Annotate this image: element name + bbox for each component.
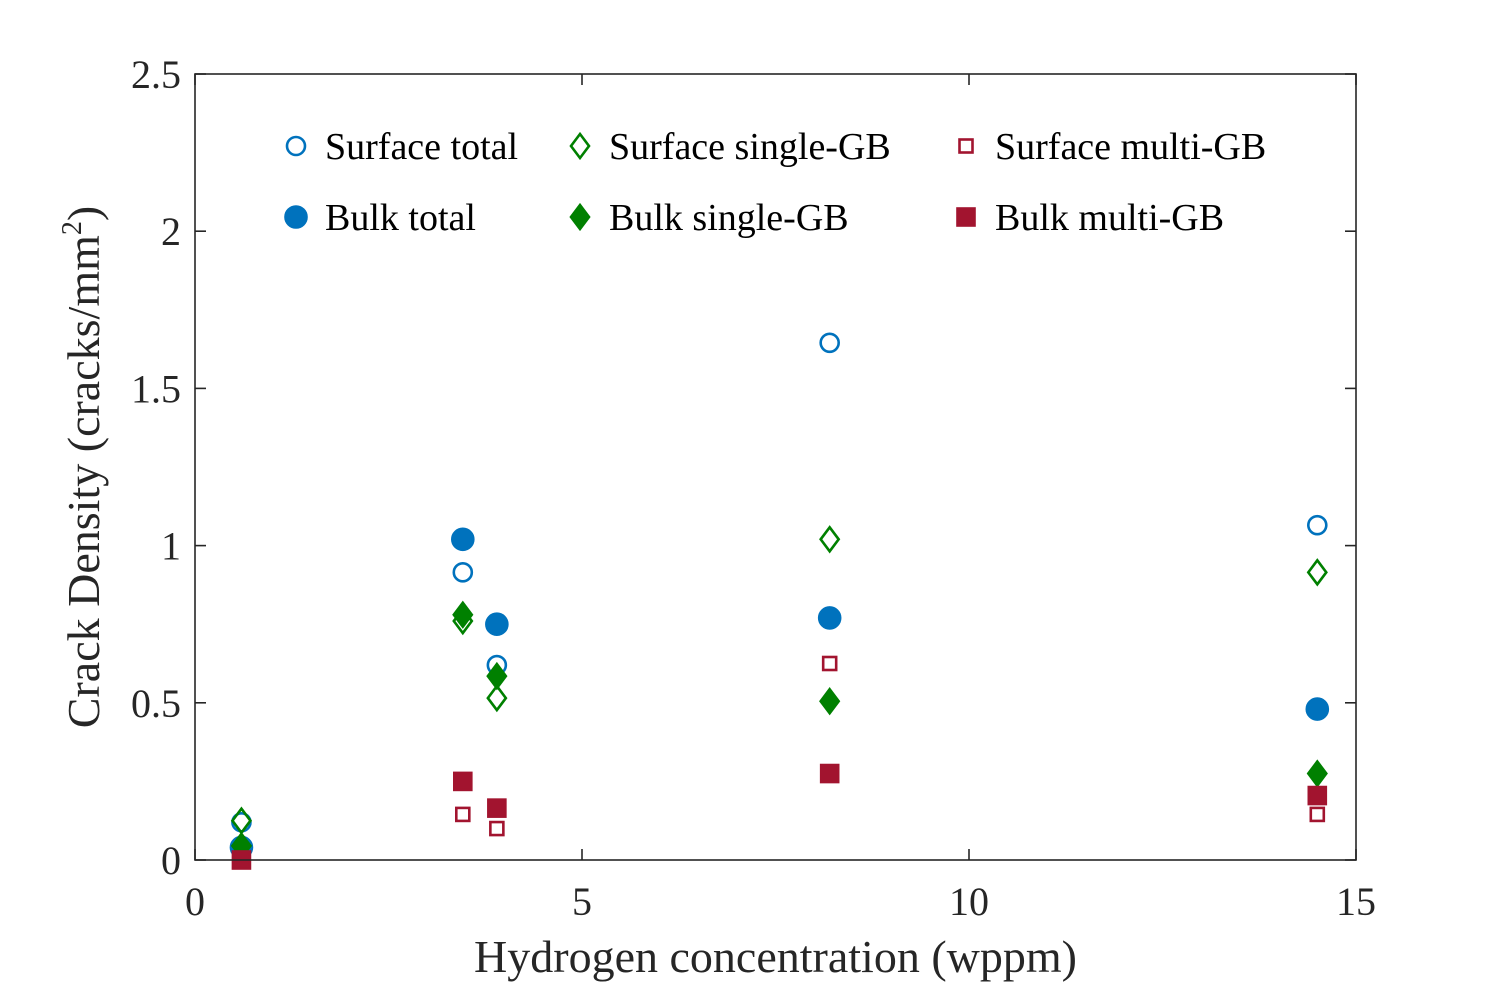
legend-label-bulk-single-gb: Bulk single-GB bbox=[609, 197, 849, 239]
point-surface-single-gb bbox=[1306, 558, 1328, 587]
legend-label-bulk-multi-gb: Bulk multi-GB bbox=[995, 197, 1224, 239]
legend-label-surface-total: Surface total bbox=[325, 126, 518, 168]
y-tick-label: 0 bbox=[161, 838, 181, 883]
point-surface-total bbox=[819, 332, 840, 354]
point-surface-total bbox=[452, 562, 474, 583]
legend-marker-surface-multi-gb bbox=[958, 138, 974, 154]
point-surface-single-gb bbox=[486, 683, 508, 713]
legend-marker-bulk-single-gb bbox=[569, 202, 591, 232]
y-axis-title-superscript: 2 bbox=[57, 221, 88, 235]
point-surface-multi-gb bbox=[821, 655, 838, 672]
tick-labels: 0 5 10 15 0 0.5 1 1.5 2 2.5 bbox=[131, 52, 1376, 924]
y-axis-title: Crack Density (cracks/mm2) bbox=[57, 206, 109, 728]
y-axis-title-main: Crack Density (cracks/mm bbox=[58, 235, 109, 728]
legend-marker-bulk-multi-gb bbox=[956, 207, 976, 227]
y-tick-label: 2 bbox=[161, 209, 181, 254]
point-bulk-single-gb bbox=[486, 661, 508, 691]
data-points bbox=[229, 332, 1330, 870]
y-tick-label: 1 bbox=[161, 524, 181, 569]
point-bulk-single-gb bbox=[452, 600, 474, 629]
y-axis-title-close: ) bbox=[58, 206, 109, 221]
point-bulk-multi-gb bbox=[487, 798, 507, 818]
legend: Surface total Surface single-GB Surface mu… bbox=[284, 126, 1266, 239]
legend-marker-surface-total bbox=[285, 135, 307, 157]
point-bulk-single-gb bbox=[1306, 759, 1328, 788]
y-tick-label: 1.5 bbox=[131, 366, 181, 411]
plot-area-frame bbox=[194, 73, 1357, 861]
point-surface-multi-gb bbox=[455, 806, 471, 823]
y-tick-label: 2.5 bbox=[131, 52, 181, 97]
point-surface-total bbox=[1307, 514, 1328, 536]
point-bulk-multi-gb bbox=[819, 763, 840, 784]
point-surface-multi-gb bbox=[1309, 806, 1326, 823]
x-tick-label: 15 bbox=[1336, 879, 1376, 924]
legend-label-bulk-total: Bulk total bbox=[325, 197, 476, 239]
x-tick-label: 5 bbox=[572, 879, 592, 924]
point-bulk-total bbox=[817, 606, 842, 630]
point-surface-single-gb bbox=[819, 525, 841, 554]
y-tick-label: 0.5 bbox=[131, 681, 181, 726]
point-bulk-multi-gb bbox=[453, 771, 473, 792]
point-bulk-single-gb bbox=[819, 687, 841, 716]
point-surface-multi-gb bbox=[489, 820, 505, 837]
point-bulk-multi-gb bbox=[1307, 785, 1328, 806]
legend-label-surface-multi-gb: Surface multi-GB bbox=[995, 126, 1266, 168]
point-bulk-total bbox=[451, 527, 475, 552]
legend-label-surface-single-gb: Surface single-GB bbox=[609, 126, 891, 168]
legend-marker-surface-single-gb bbox=[569, 131, 591, 161]
point-bulk-total bbox=[485, 612, 509, 637]
x-axis-title: Hydrogen concentration (wppm) bbox=[474, 931, 1077, 982]
x-tick-label: 0 bbox=[185, 879, 205, 924]
x-tick-label: 10 bbox=[949, 879, 989, 924]
point-bulk-total bbox=[1305, 697, 1330, 721]
legend-marker-bulk-total bbox=[284, 205, 308, 229]
